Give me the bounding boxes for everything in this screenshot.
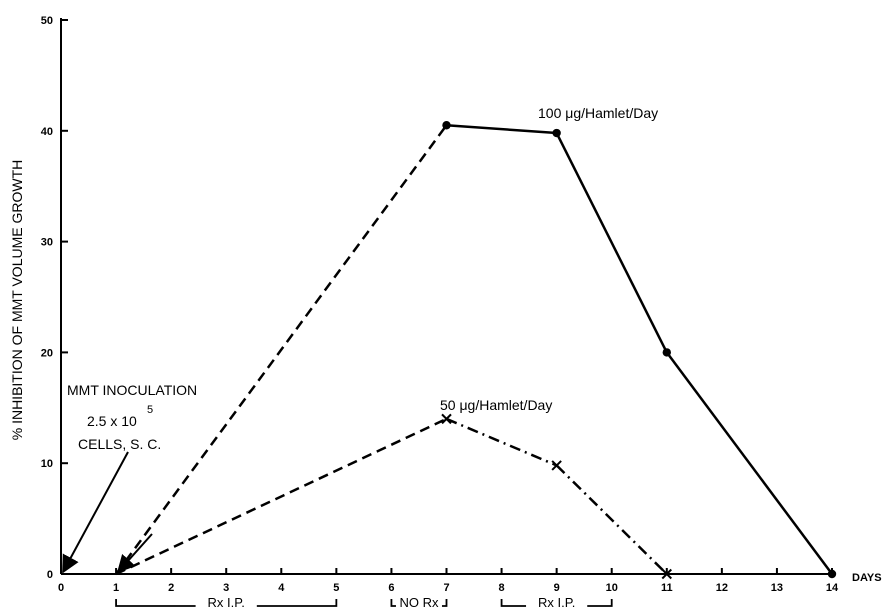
series-0-segment [115,124,448,575]
series-1-segment [446,417,558,467]
series-0-segment [555,132,668,353]
series-0-segment [665,351,834,575]
x-tick-label: 11 [661,582,673,594]
y-tick-label: 40 [41,126,53,138]
y-tick-label: 20 [41,347,53,359]
x-axis-title: DAYS [852,572,882,584]
x-tick-label: 12 [716,582,728,594]
series-1-point [661,568,672,580]
treatment-period-label: Rx I.P. [538,595,575,610]
series-1-point [441,413,452,425]
series-1-segment [115,417,448,576]
x-tick-label: 9 [554,582,560,594]
treatment-period-1: NO Rx [390,594,448,610]
x-tick-label: 10 [606,582,618,594]
y-axis-title: % INHIBITION OF MMT VOLUME GROWTH [9,160,25,441]
series-0-point [552,128,561,138]
series-0-segment [446,124,557,135]
x-tick-label: 5 [333,582,339,594]
x-tick-label: 2 [168,582,174,594]
treatment-period-2: Rx I.P. [500,594,613,610]
series-label-50: 50 μg/Hamlet/Day [440,397,552,413]
series-0-point [662,348,671,357]
y-tick-label: 0 [47,569,53,581]
y-tick-label: 50 [41,15,53,27]
inoculation-arrow [62,451,129,574]
series-1-point [551,460,562,471]
start-arrow [116,533,153,574]
y-tick-label: 30 [41,237,53,249]
treatment-period-0: Rx I.P. [115,594,338,610]
inoculation-dose: 2.5 x 10 [87,413,137,429]
inoculation-label: MMT INOCULATION [67,382,197,398]
annotation-layer: % INHIBITION OF MMT VOLUME GROWTH DAYS 1… [9,105,882,584]
series-0-point [442,121,451,130]
inoculation-dose-exponent: 5 [147,404,153,416]
x-tick-label: 4 [278,582,285,594]
series-label-100: 100 μg/Hamlet/Day [538,105,658,121]
y-tick-label: 10 [41,458,53,470]
x-tick-label: 1 [113,582,119,594]
treatment-period-label: Rx I.P. [208,595,245,610]
x-tick-label: 13 [771,582,783,594]
series-0-point [827,569,837,579]
series-layer [62,121,837,580]
treatment-periods: Rx I.P. NO Rx Rx I.P. [115,594,613,610]
series-1-segment [555,464,668,575]
x-tick-label: 7 [443,582,449,594]
x-tick-label: 6 [388,582,394,594]
x-tick-label: 3 [223,582,229,594]
x-tick-label: 8 [499,582,505,594]
treatment-period-label: NO Rx [399,595,439,610]
x-tick-label: 14 [826,582,839,594]
inoculation-cells: CELLS, S. C. [78,436,161,452]
x-tick-label: 0 [58,582,64,594]
